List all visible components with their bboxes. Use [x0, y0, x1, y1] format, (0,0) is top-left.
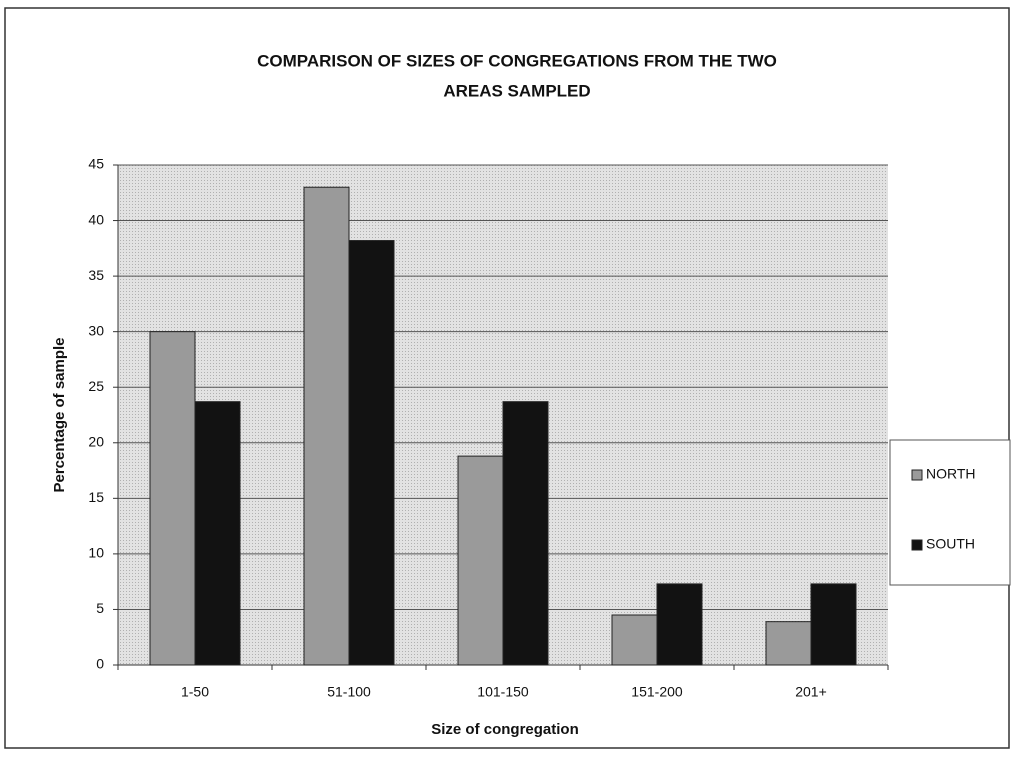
- y-tick-label: 30: [88, 322, 104, 338]
- bar: [810, 583, 857, 666]
- chart-title: AREAS SAMPLED: [443, 81, 590, 100]
- y-tick-label: 15: [88, 489, 104, 505]
- y-tick-label: 0: [96, 656, 104, 672]
- legend-label: NORTH: [926, 466, 976, 482]
- x-tick-label: 201+: [795, 684, 827, 700]
- y-tick-label: 25: [88, 378, 104, 394]
- y-tick-label: 20: [88, 433, 104, 449]
- bar: [348, 240, 395, 666]
- legend-swatch: [911, 469, 923, 481]
- x-tick-label: 51-100: [327, 684, 371, 700]
- y-tick-label: 40: [88, 211, 104, 227]
- bar: [303, 186, 350, 666]
- bar: [502, 401, 549, 666]
- y-axis-title: Percentage of sample: [51, 337, 68, 492]
- legend: [889, 439, 1011, 586]
- x-tick-label: 1-50: [181, 684, 209, 700]
- frame: [4, 7, 1010, 749]
- bar: [611, 614, 658, 666]
- bar: [194, 401, 241, 666]
- bar: [457, 455, 504, 666]
- legend-swatch: [911, 539, 923, 551]
- bar: [656, 583, 703, 666]
- x-tick-label: 101-150: [477, 684, 529, 700]
- x-axis-title: Size of congregation: [431, 721, 579, 738]
- bar: [765, 621, 812, 666]
- legend-label: SOUTH: [926, 536, 975, 552]
- bar: [149, 331, 196, 666]
- y-tick-label: 45: [88, 156, 104, 172]
- y-tick-label: 35: [88, 267, 104, 283]
- x-tick-label: 151-200: [631, 684, 683, 700]
- y-tick-label: 10: [88, 545, 104, 561]
- chart-title: COMPARISON OF SIZES OF CONGREGATIONS FRO…: [257, 51, 777, 70]
- y-tick-label: 5: [96, 600, 104, 616]
